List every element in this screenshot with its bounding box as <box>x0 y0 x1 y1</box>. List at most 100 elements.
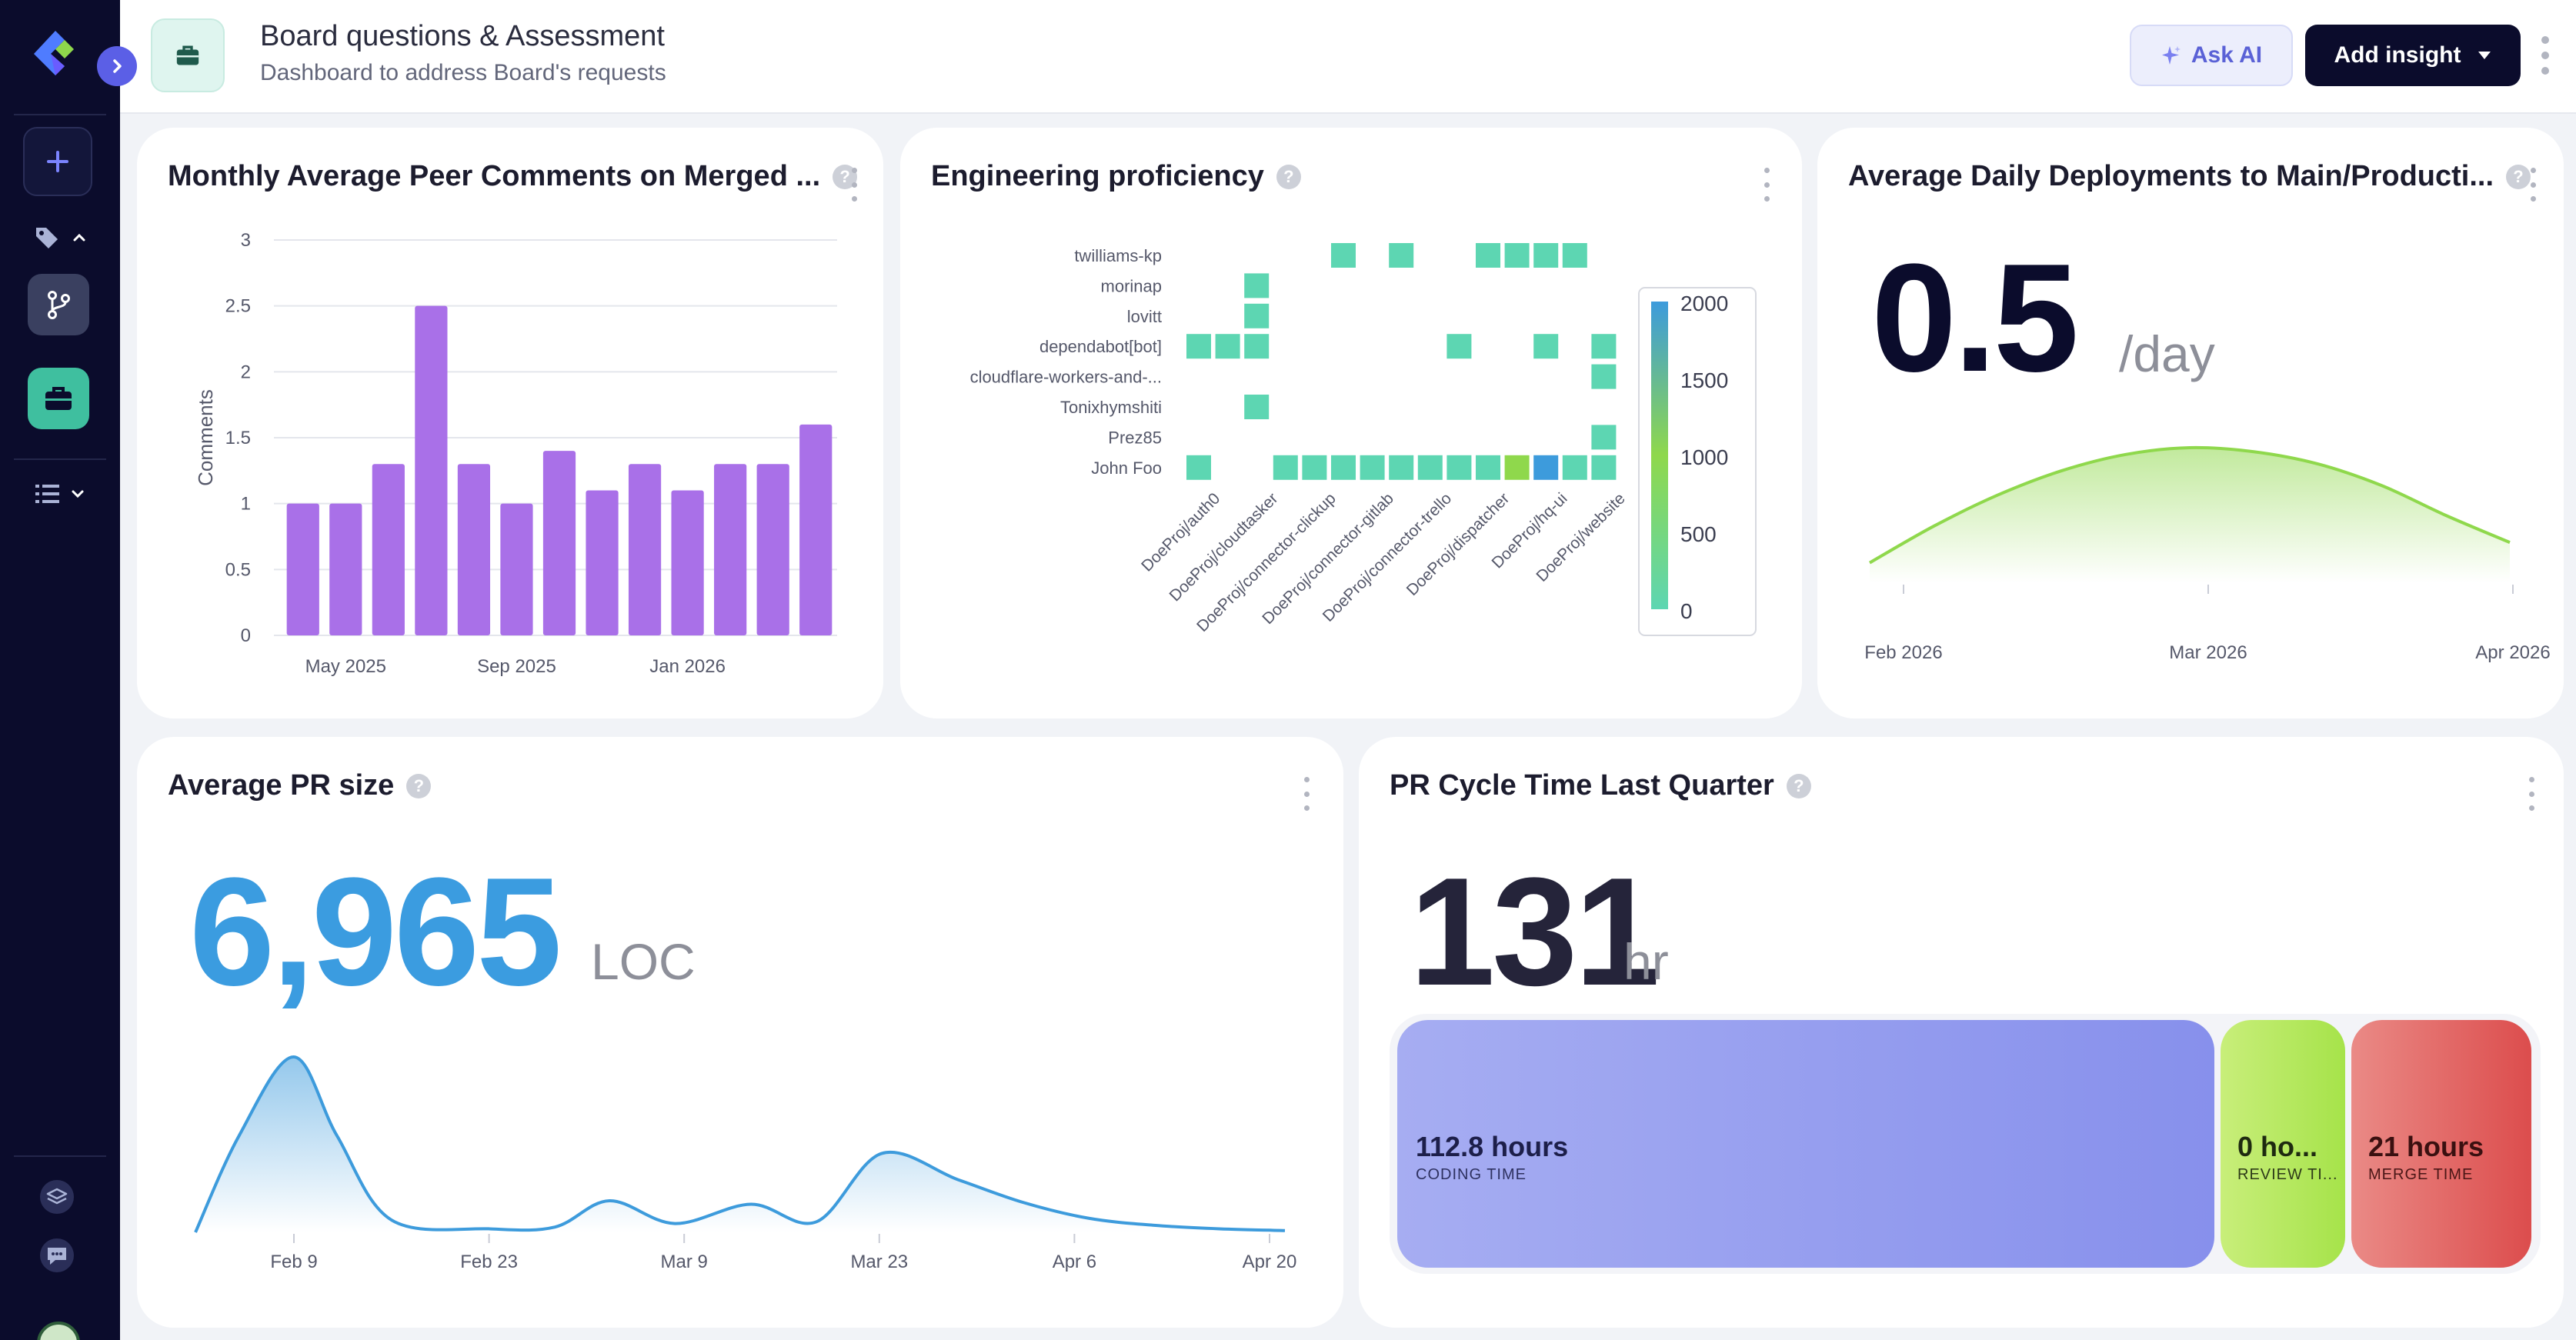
sidebar-item-git[interactable] <box>28 274 89 335</box>
heatmap-cell <box>1533 334 1559 359</box>
card-menu-icon[interactable] <box>1299 777 1314 811</box>
x-tick-label: Feb 23 <box>460 1252 518 1272</box>
bar <box>329 503 362 635</box>
chevron-right-icon <box>113 59 122 73</box>
app-logo[interactable] <box>29 28 85 83</box>
row-label: dependabot[bot] <box>1039 337 1162 356</box>
page-subtitle: Dashboard to address Board's requests <box>260 60 666 85</box>
sidebar-divider <box>14 1155 106 1157</box>
pr-size-area-chart: Feb 9 Feb 23 Mar 9 Mar 23 Apr 6 Apr 20 <box>194 1055 1297 1272</box>
list-section-toggle[interactable] <box>35 483 85 505</box>
pr-size-value: 6,965 <box>189 846 562 1018</box>
heatmap-cell <box>1562 455 1587 480</box>
layers-icon[interactable] <box>38 1180 75 1214</box>
add-button[interactable] <box>23 127 92 196</box>
heatmap-cell <box>1186 455 1211 480</box>
cycle-time-title: PR Cycle Time Last Quarter <box>1390 769 1774 802</box>
card-menu-icon[interactable] <box>2524 777 2539 811</box>
series-line <box>194 1055 1286 1233</box>
merge-time-label: MERGE TIME <box>2368 1166 2474 1183</box>
row-label: John Foo <box>1091 458 1162 478</box>
card-title: Monthly Average Peer Comments on Merged … <box>168 160 858 193</box>
pr-size-unit: LOC <box>591 933 696 990</box>
heatmap-cell <box>1302 455 1327 480</box>
deployments-card: Average Daily Deployments to Main/Produc… <box>1817 128 2564 718</box>
x-tick-label: Apr 6 <box>1053 1252 1096 1272</box>
bar <box>286 503 319 635</box>
colorbar-tick-label: 500 <box>1680 522 1717 546</box>
plus-icon <box>47 151 68 172</box>
card-menu-icon[interactable] <box>2525 168 2541 202</box>
heatmap-cell <box>1244 334 1270 359</box>
y-tick-label: 0 <box>241 625 251 646</box>
bar <box>457 464 491 635</box>
heatmap-cell <box>1504 243 1530 268</box>
deployments-unit: /day <box>2119 325 2215 382</box>
coding-time-segment[interactable]: 112.8 hours CODING TIME <box>1397 1020 2214 1268</box>
colorbar-gradient <box>1651 302 1668 609</box>
x-tick-label: Apr 20 <box>1243 1252 1297 1272</box>
heatmap-cell <box>1504 455 1530 480</box>
bar <box>714 464 747 635</box>
row-label: Tonixhymshiti <box>1060 398 1162 417</box>
help-icon[interactable]: ? <box>2506 164 2531 189</box>
pr-size-card: Average PR size ? 6,965 LOC Feb 9 Feb 23 M… <box>137 737 1343 1328</box>
row-label: morinap <box>1101 276 1162 295</box>
merge-time-value: 21 hours <box>2368 1131 2484 1162</box>
card-title: Average Daily Deployments to Main/Produc… <box>1848 160 2531 193</box>
x-tick-label: Sep 2025 <box>477 656 556 677</box>
heatmap-cell <box>1273 455 1298 480</box>
add-insight-button[interactable]: Add insight <box>2305 25 2521 86</box>
proficiency-heatmap: twilliams-kp morinap lovitt dependabot[bot]… <box>970 243 1757 636</box>
bar <box>756 464 789 635</box>
card-title: PR Cycle Time Last Quarter ? <box>1390 769 1811 802</box>
column-label: DoeProj/cloudtasker <box>1166 489 1282 605</box>
heatmap-cell <box>1244 395 1270 419</box>
heatmap-cell <box>1215 334 1240 359</box>
sidebar-item-dashboards[interactable] <box>28 368 89 429</box>
x-tick-label: Mar 9 <box>661 1252 708 1272</box>
heatmap-cell <box>1591 425 1617 450</box>
merge-time-segment[interactable]: 21 hours MERGE TIME <box>2351 1020 2531 1268</box>
coding-time-value: 112.8 hours <box>1416 1131 1569 1162</box>
y-tick-label: 1.5 <box>225 428 251 448</box>
expand-sidebar-button[interactable] <box>97 46 137 86</box>
caret-down-icon <box>2478 52 2491 59</box>
review-time-value: 0 ho... <box>2237 1131 2318 1162</box>
tags-section-toggle[interactable] <box>34 225 86 251</box>
bar <box>586 490 619 635</box>
more-options-icon[interactable] <box>2536 34 2554 77</box>
heatmap-cell <box>1533 243 1559 268</box>
heatmap-cell <box>1186 334 1211 359</box>
review-time-segment[interactable]: 0 ho... REVIEW TI... <box>2221 1020 2345 1268</box>
row-label: twilliams-kp <box>1074 246 1162 265</box>
x-tick-label: Jan 2026 <box>649 656 726 677</box>
card-title: Average PR size ? <box>168 769 432 802</box>
coding-time-label: CODING TIME <box>1416 1166 1527 1183</box>
help-icon[interactable]: ? <box>1786 773 1811 798</box>
help-icon[interactable]: ? <box>1276 164 1301 189</box>
ask-ai-button[interactable]: Ask AI <box>2130 25 2293 86</box>
help-icon[interactable]: ? <box>406 773 432 798</box>
heatmap-cell <box>1476 243 1500 268</box>
heatmap-cell <box>1476 455 1500 480</box>
heatmap-cell <box>1562 243 1587 268</box>
git-branch-icon <box>48 291 70 319</box>
card-menu-icon[interactable] <box>1759 168 1774 202</box>
chat-icon[interactable] <box>38 1238 75 1272</box>
heatmap-cell <box>1533 455 1559 480</box>
sidebar-divider <box>14 114 106 115</box>
sparkle-icon <box>2161 46 2181 65</box>
x-tick-label: Feb 9 <box>270 1252 317 1272</box>
row-label: lovitt <box>1127 307 1162 326</box>
x-tick-label: May 2025 <box>305 656 386 677</box>
heatmap-cell <box>1389 455 1414 480</box>
heatmap-cell <box>1446 334 1472 359</box>
avatar[interactable] <box>37 1322 80 1340</box>
bar <box>415 305 448 635</box>
heatmap-cell <box>1591 364 1617 389</box>
heatmap-cell <box>1389 243 1414 268</box>
page-title: Board questions & Assessment <box>260 20 665 52</box>
x-tick-label: Mar 2026 <box>2169 642 2247 663</box>
card-menu-icon[interactable] <box>846 168 862 202</box>
